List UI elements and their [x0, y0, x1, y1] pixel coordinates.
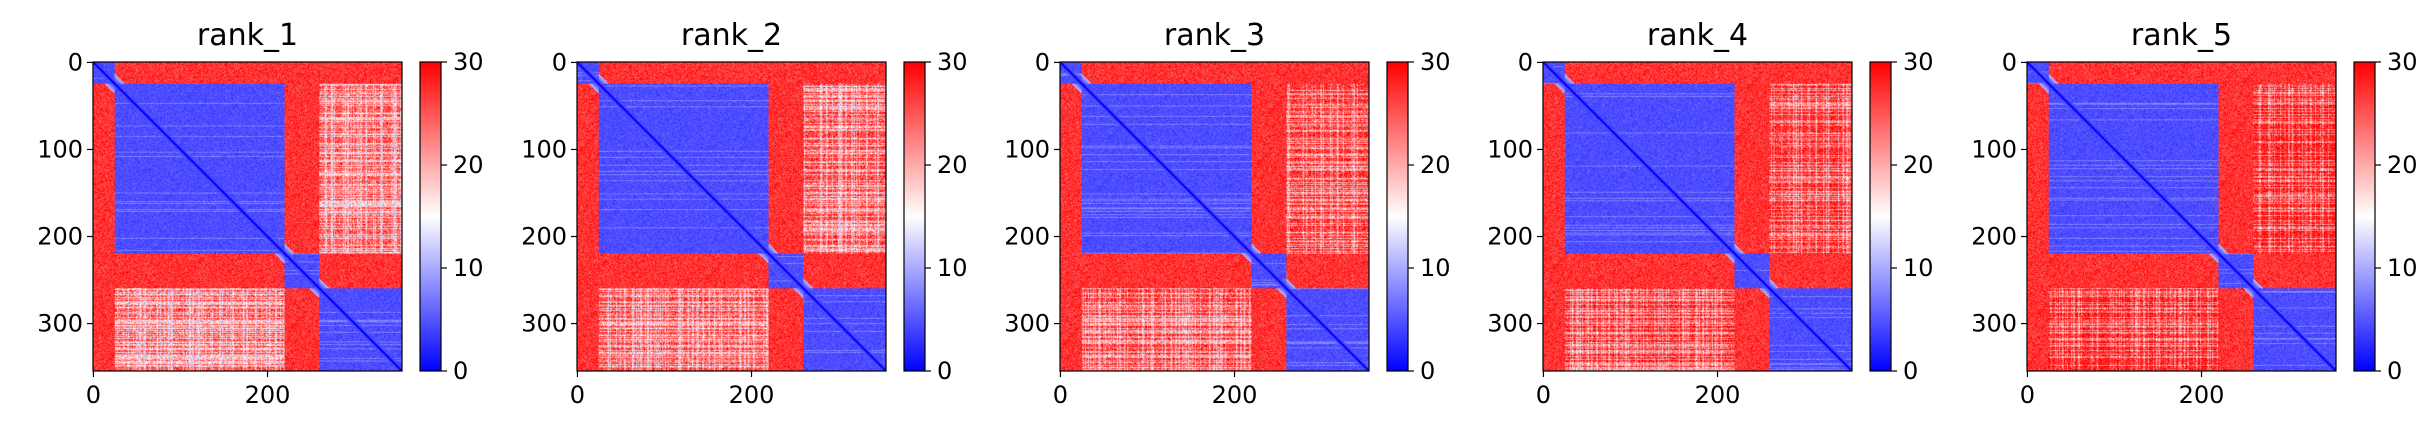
x-tick-label: 0: [570, 381, 585, 409]
panel-rank_4: rank_4 0 100 200 300 0 200 0 10 20 30: [1487, 18, 1933, 409]
y-tick-label: 300: [1487, 310, 1533, 338]
y-tick-label: 200: [37, 223, 83, 251]
y-tick-label: 100: [1487, 135, 1533, 163]
panel-title: rank_4: [1647, 18, 1748, 53]
colorbar-tick-label: 30: [2387, 48, 2418, 76]
heatmap-canvas: [1060, 62, 1369, 371]
colorbar-tick-label: 30: [453, 48, 484, 76]
heatmap-canvas: [2027, 62, 2336, 371]
y-tick-label: 200: [1487, 223, 1533, 251]
colorbar-tick-label: 0: [1903, 357, 1918, 385]
heatmap-image: [1543, 62, 1852, 371]
y-tick-label: 300: [1971, 310, 2017, 338]
colorbar-tick-label: 10: [937, 254, 968, 282]
heatmap-canvas: [93, 62, 402, 371]
colorbar-tick-label: 20: [453, 151, 484, 179]
y-tick-label: 0: [2002, 48, 2017, 76]
y-tick-label: 200: [1004, 223, 1050, 251]
colorbar-tick-label: 10: [1903, 254, 1934, 282]
y-tick-label: 300: [521, 310, 567, 338]
colorbar: [1386, 61, 1409, 372]
colorbar: [1869, 61, 1892, 372]
heatmap-frame: [92, 61, 403, 372]
y-tick-label: 100: [1971, 135, 2017, 163]
colorbar-tick-label: 20: [2387, 151, 2418, 179]
x-tick-label: 200: [245, 381, 291, 409]
colorbar: [903, 61, 926, 372]
heatmap-canvas: [1543, 62, 1852, 371]
x-tick-label: 200: [2179, 381, 2225, 409]
panel-rank_5: rank_5 0 100 200 300 0 200 0 10 20 30: [1971, 18, 2417, 409]
x-tick-label: 0: [1053, 381, 1068, 409]
heatmap-frame: [1542, 61, 1853, 372]
heatmap-image: [577, 62, 886, 371]
heatmap-frame: [576, 61, 887, 372]
heatmap-image: [2027, 62, 2336, 371]
y-tick-label: 0: [1035, 48, 1050, 76]
x-tick-label: 0: [86, 381, 101, 409]
colorbar-tick-label: 10: [2387, 254, 2418, 282]
panel-rank_1: rank_1 0 100 200 300 0 200 0 10 20 30: [37, 18, 483, 409]
y-tick-label: 200: [521, 223, 567, 251]
y-tick-label: 100: [521, 135, 567, 163]
y-tick-label: 0: [68, 48, 83, 76]
y-tick-label: 200: [1971, 223, 2017, 251]
y-tick-label: 0: [1518, 48, 1533, 76]
colorbar: [2353, 61, 2376, 372]
heatmap-image: [1060, 62, 1369, 371]
y-tick-label: 300: [37, 310, 83, 338]
heatmap-image: [93, 62, 402, 371]
colorbar-tick-label: 0: [937, 357, 952, 385]
panel-title: rank_5: [2131, 18, 2232, 53]
x-tick-label: 200: [729, 381, 775, 409]
x-tick-label: 200: [1212, 381, 1258, 409]
colorbar-tick-label: 10: [1420, 254, 1451, 282]
x-tick-label: 0: [1536, 381, 1551, 409]
y-tick-label: 300: [1004, 310, 1050, 338]
colorbar-tick-label: 30: [937, 48, 968, 76]
panel-title: rank_2: [681, 18, 782, 53]
colorbar-tick-label: 20: [1420, 151, 1451, 179]
colorbar-tick-label: 10: [453, 254, 484, 282]
colorbar-tick-label: 30: [1420, 48, 1451, 76]
colorbar-tick-label: 20: [1903, 151, 1934, 179]
panel-title: rank_1: [197, 18, 298, 53]
y-tick-label: 100: [37, 135, 83, 163]
colorbar-tick-label: 0: [1420, 357, 1435, 385]
colorbar: [419, 61, 442, 372]
colorbar-tick-label: 20: [937, 151, 968, 179]
panel-rank_2: rank_2 0 100 200 300 0 200 0 10 20 30: [521, 18, 967, 409]
x-tick-label: 200: [1695, 381, 1741, 409]
heatmap-canvas: [577, 62, 886, 371]
x-tick-label: 0: [2020, 381, 2035, 409]
heatmap-frame: [1059, 61, 1370, 372]
heatmap-frame: [2026, 61, 2337, 372]
colorbar-tick-label: 30: [1903, 48, 1934, 76]
panel-title: rank_3: [1164, 18, 1265, 53]
panel-rank_3: rank_3 0 100 200 300 0 200 0 10 20 30: [1004, 18, 1450, 409]
colorbar-tick-label: 0: [453, 357, 468, 385]
colorbar-tick-label: 0: [2387, 357, 2402, 385]
y-tick-label: 100: [1004, 135, 1050, 163]
y-tick-label: 0: [552, 48, 567, 76]
